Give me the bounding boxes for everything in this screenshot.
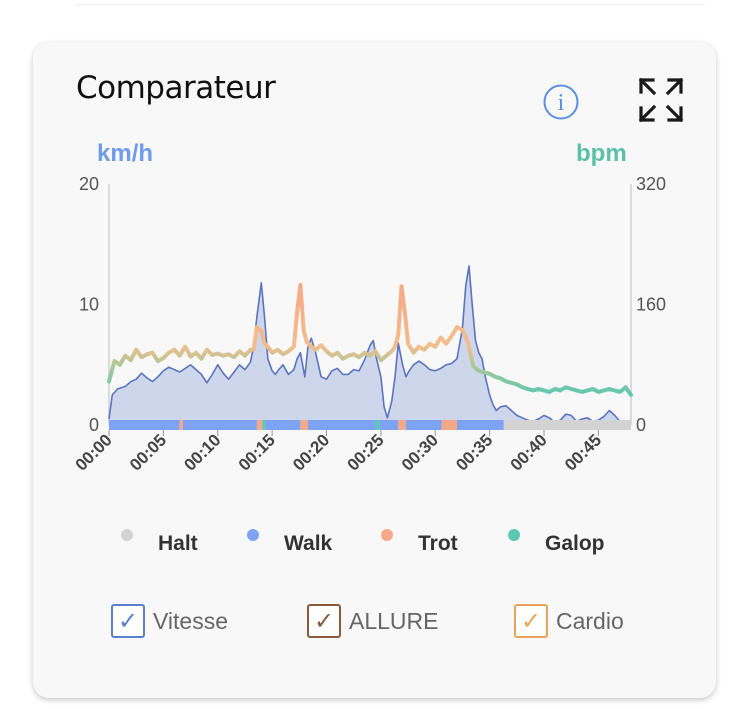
x-tick-label: 00:10 <box>180 430 224 474</box>
toggle-label-vitesse: Vitesse <box>153 607 229 634</box>
left-tick-label: 0 <box>89 415 99 435</box>
allure-segment-trot <box>300 420 309 430</box>
cardio-line <box>107 282 633 397</box>
allure-segment-trot <box>441 420 457 430</box>
allure-segment-walk <box>379 420 399 430</box>
checkbox-cardio[interactable]: ✓ <box>514 604 548 638</box>
check-icon: ✓ <box>313 607 335 635</box>
x-tick-label: 00:05 <box>126 430 170 474</box>
legend-dot-galop <box>508 529 520 541</box>
legend-dot-walk <box>247 529 259 541</box>
comparateur-card: Comparateur i km/h bpm 20 10 0 320 1 <box>33 42 716 698</box>
right-tick-label: 320 <box>636 174 666 194</box>
x-tick-label: 00:00 <box>72 430 116 474</box>
svg-text:i: i <box>558 90 565 116</box>
info-icon[interactable]: i <box>543 84 579 120</box>
left-tick-label: 20 <box>79 174 99 194</box>
allure-segment-trot <box>256 420 263 430</box>
allure-segment-trot <box>398 420 406 430</box>
x-tick-label: 00:20 <box>289 430 333 474</box>
check-icon: ✓ <box>117 607 139 635</box>
allure-segment-halt <box>503 420 631 430</box>
previous-card-edge <box>75 0 705 5</box>
x-tick-label: 00:15 <box>235 430 279 474</box>
expand-icon[interactable] <box>637 76 685 124</box>
check-icon: ✓ <box>520 607 542 635</box>
left-axis-unit: km/h <box>97 140 154 167</box>
x-tick-label: 00:45 <box>561 430 605 474</box>
left-tick-label: 10 <box>79 295 99 315</box>
legend-label-galop: Galop <box>545 532 605 555</box>
legend-label-trot: Trot <box>418 532 458 555</box>
x-tick-label: 00:40 <box>507 430 551 474</box>
toggle-allure[interactable]: ✓ ALLURE <box>307 601 438 641</box>
x-tick-label: 00:35 <box>452 430 496 474</box>
allure-segment-galop <box>262 420 266 430</box>
allure-segment-walk <box>265 420 301 430</box>
allure-segment-walk <box>308 420 376 430</box>
legend-label-walk: Walk <box>284 532 333 555</box>
card-title: Comparateur <box>76 70 276 106</box>
speed-area <box>109 265 631 425</box>
allure-segment-walk <box>182 420 257 430</box>
checkbox-vitesse[interactable]: ✓ <box>111 604 145 638</box>
allure-segment-walk <box>405 420 442 430</box>
legend-dot-halt <box>121 529 133 541</box>
right-axis-unit: bpm <box>576 140 627 167</box>
allure-segment-galop <box>375 420 380 430</box>
allure-segment-trot <box>179 420 183 430</box>
toggle-label-cardio: Cardio <box>556 607 624 634</box>
legend-label-halt: Halt <box>158 532 198 555</box>
x-tick-label: 00:25 <box>344 430 388 474</box>
allure-segment-walk <box>457 420 504 430</box>
toggle-label-allure: ALLURE <box>349 607 439 634</box>
checkbox-allure[interactable]: ✓ <box>307 604 341 638</box>
toggle-vitesse[interactable]: ✓ Vitesse <box>111 601 228 641</box>
x-tick-label: 00:30 <box>398 430 442 474</box>
right-tick-label: 0 <box>636 415 646 435</box>
legend-dot-trot <box>381 529 393 541</box>
allure-segment-walk <box>109 420 180 430</box>
toggle-cardio[interactable]: ✓ Cardio <box>514 601 624 641</box>
right-tick-label: 160 <box>636 295 666 315</box>
